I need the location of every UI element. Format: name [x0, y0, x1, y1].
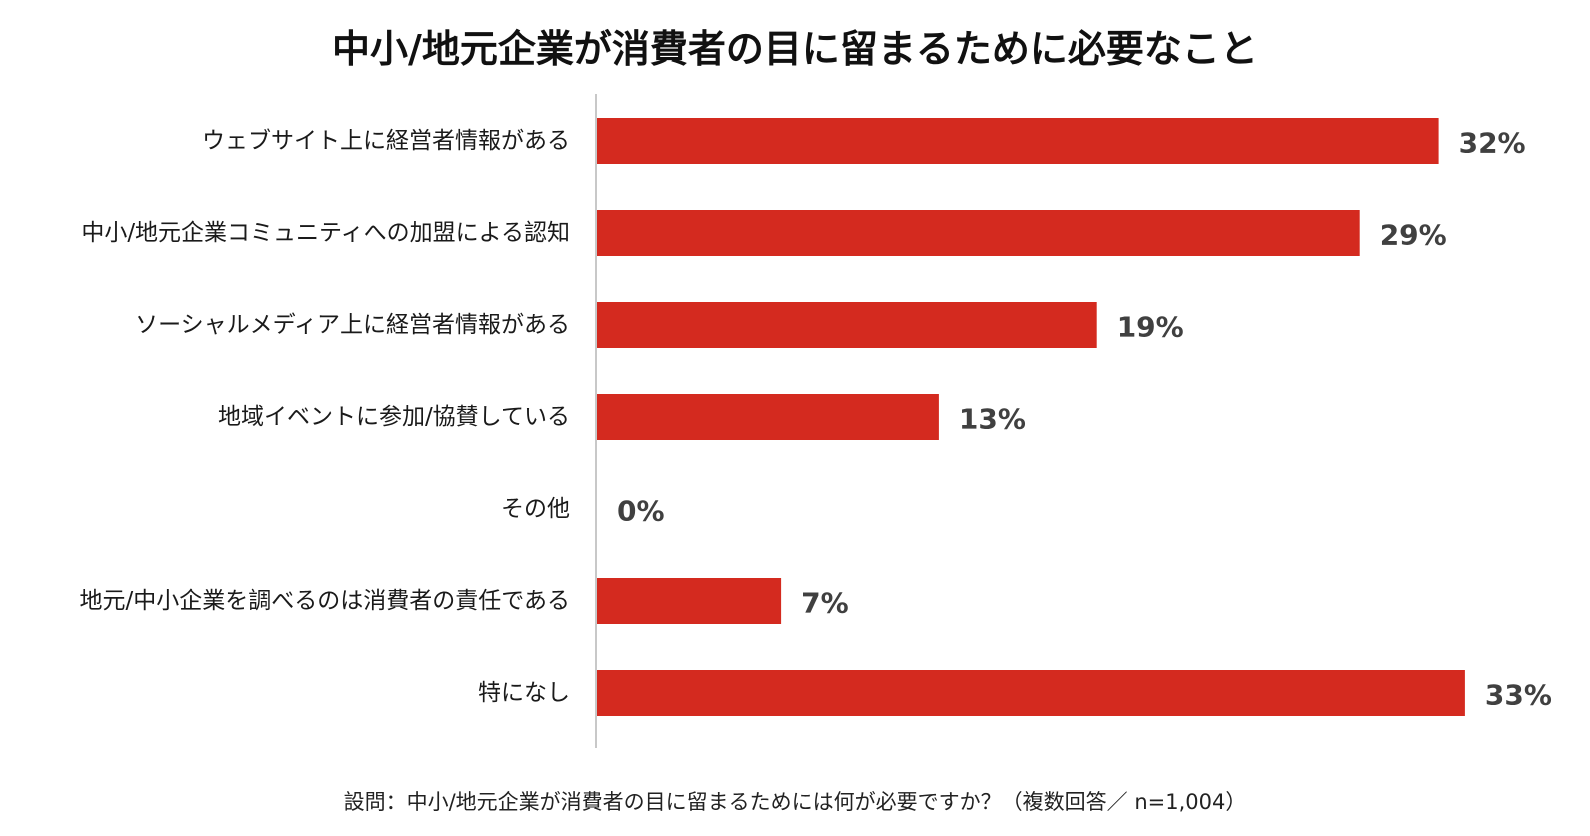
bar	[597, 670, 1465, 716]
bar	[597, 578, 782, 624]
survey-footnote: 設問：中小/地元企業が消費者の目に留まるためには何が必要ですか？（複数回答／ n…	[343, 790, 1247, 814]
bar	[597, 118, 1439, 164]
category-label: 特になし	[478, 680, 570, 706]
bar	[597, 210, 1360, 256]
category-label: 中小/地元企業コミュニティへの加盟による認知	[81, 220, 570, 246]
value-label: 13%	[959, 403, 1026, 436]
category-label: 地域イベントに参加/協賛している	[218, 404, 570, 430]
value-label: 7%	[801, 587, 849, 620]
value-label: 29%	[1380, 219, 1447, 252]
value-label: 32%	[1459, 127, 1526, 160]
bar	[597, 394, 939, 440]
category-label: 地元/中小企業を調べるのは消費者の責任である	[79, 588, 570, 614]
chart-title: 中小/地元企業が消費者の目に留まるために必要なこと	[332, 27, 1258, 71]
category-label: ソーシャルメディア上に経営者情報がある	[135, 312, 570, 338]
value-label: 0%	[617, 495, 665, 528]
value-label: 19%	[1117, 311, 1184, 344]
category-label: その他	[501, 496, 570, 522]
category-label: ウェブサイト上に経営者情報がある	[202, 128, 570, 154]
value-label: 33%	[1485, 679, 1552, 712]
bar	[597, 302, 1097, 348]
